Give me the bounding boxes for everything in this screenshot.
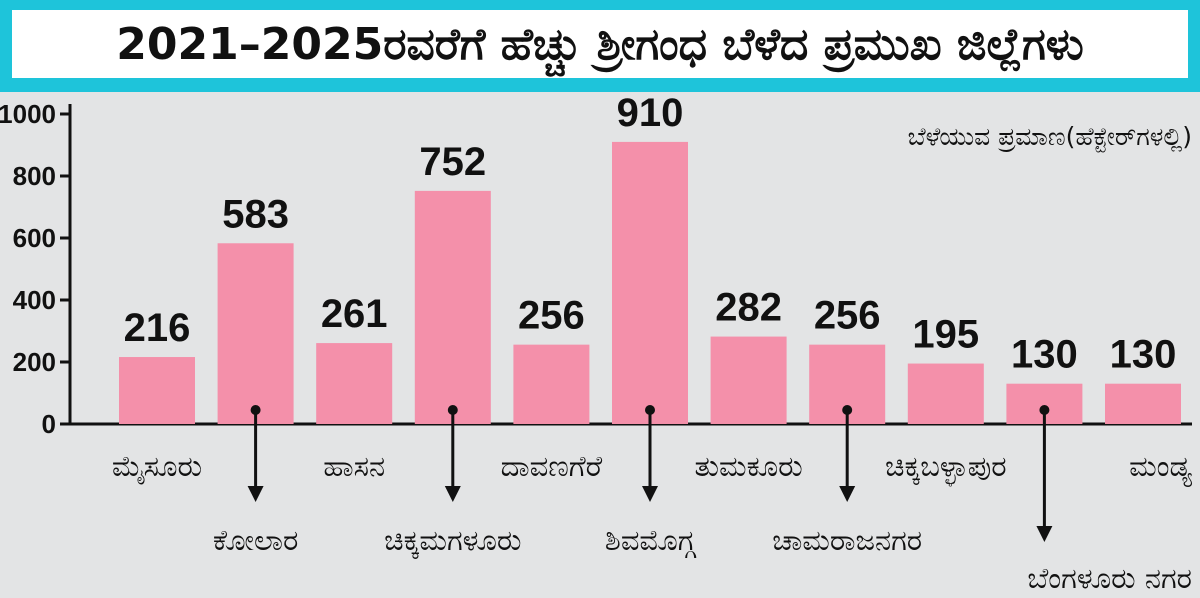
category-label: ಬೆಂಗಳೂರು ನಗರ: [1027, 561, 1192, 595]
bar: [414, 190, 491, 424]
bar-value-label: 261: [321, 292, 388, 336]
chart-title: 2021–2025ರವರೆಗೆ ಹೆಚ್ಚು ಶ್ರೀಗಂಧ ಬೆಳೆದ ಪ್ರ…: [116, 18, 1084, 70]
bar-value-label: 583: [222, 192, 289, 236]
bar-value-label: 256: [518, 294, 585, 338]
bar: [513, 344, 590, 424]
category-label: ಚಾಮರಾಜನಗರ: [772, 523, 922, 557]
bar: [907, 363, 984, 424]
bar-value-label: 282: [715, 286, 782, 330]
arrow-head: [1036, 526, 1053, 542]
bar: [119, 357, 195, 424]
bar-value-label: 130: [1011, 333, 1078, 377]
y-tick-label: 600: [13, 223, 56, 253]
category-label: ಚಿಕ್ಕಬಳ್ಳಾಪುರ: [885, 449, 1007, 487]
arrow-head: [642, 486, 658, 502]
category-label: ದಾವಣಗೆರೆ: [501, 449, 603, 483]
bar: [710, 336, 787, 424]
bar: [1105, 383, 1181, 424]
category-label: ಶಿವಮೊಗ್ಗ: [605, 523, 697, 558]
bar-value-label: 195: [912, 313, 979, 357]
y-tick-label: 200: [13, 347, 56, 377]
title-band: 2021–2025ರವರೆಗೆ ಹೆಚ್ಚು ಶ್ರೀಗಂಧ ಬೆಳೆದ ಪ್ರ…: [0, 0, 1200, 92]
category-label: ಚಿಕ್ಕಮಗಳೂರು: [384, 523, 521, 560]
bar: [612, 141, 688, 424]
arrow-head: [839, 486, 856, 502]
title-box: 2021–2025ರವರೆಗೆ ಹೆಚ್ಚು ಶ್ರೀಗಂಧ ಬೆಳೆದ ಪ್ರ…: [12, 10, 1188, 78]
category-label: ಮೈಸೂರು: [112, 449, 202, 485]
arrow-head: [247, 486, 264, 502]
category-label: ತುಮಕೂರು: [694, 449, 802, 483]
bar: [316, 343, 393, 424]
unit-label: ಬೆಳೆಯುವ ಪ್ರಮಾಣ(ಹೆಕ್ಟೇರ್‌ಗಳಲ್ಲಿ): [908, 122, 1192, 152]
bar-value-label: 130: [1110, 333, 1177, 377]
bar-value-label: 752: [419, 140, 486, 184]
category-label: ಮಂಡ್ಯ: [1129, 449, 1192, 488]
bar-value-label: 910: [617, 91, 684, 135]
bar-value-label: 256: [814, 294, 881, 338]
category-label: ಹಾಸನ: [323, 449, 385, 483]
arrow-head: [444, 486, 461, 502]
y-tick-label: 0: [42, 409, 56, 439]
category-label: ಕೋಲಾರ: [213, 523, 298, 557]
bar-value-label: 216: [124, 306, 191, 350]
y-tick-label: 1000: [0, 99, 56, 129]
y-tick-label: 400: [13, 285, 56, 315]
y-tick-label: 800: [13, 161, 56, 191]
bar: [217, 243, 294, 424]
